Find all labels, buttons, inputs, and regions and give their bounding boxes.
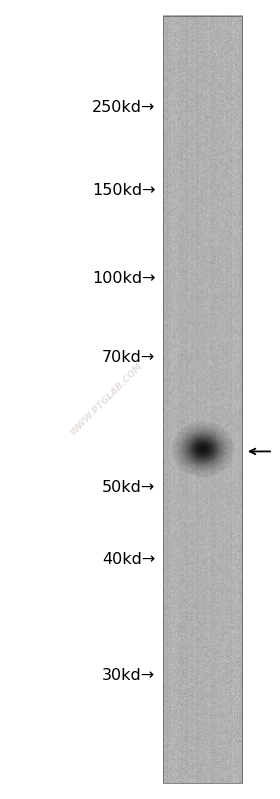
Text: 30kd→: 30kd→ <box>102 668 155 682</box>
Text: 50kd→: 50kd→ <box>102 480 155 495</box>
Text: 150kd→: 150kd→ <box>92 183 155 197</box>
Bar <box>163 16 242 783</box>
Text: 250kd→: 250kd→ <box>92 101 155 115</box>
Text: 40kd→: 40kd→ <box>102 552 155 566</box>
Text: WWW.PTGLAB.COM: WWW.PTGLAB.COM <box>68 361 144 438</box>
Text: 100kd→: 100kd→ <box>92 271 155 285</box>
Text: 70kd→: 70kd→ <box>102 351 155 365</box>
